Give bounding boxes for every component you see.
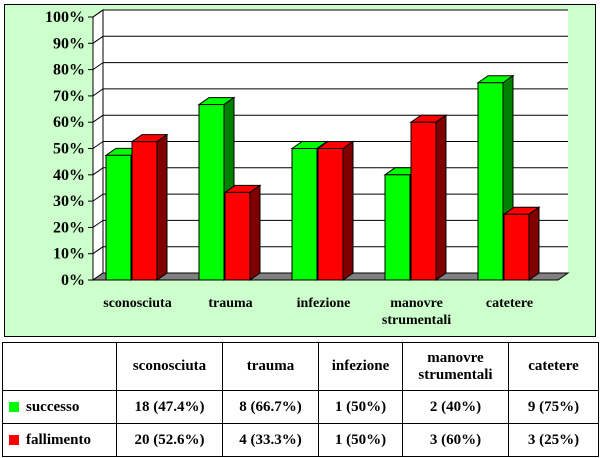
gridline-side [92,246,104,255]
table-corner-cell [2,342,117,391]
table-cell: 20 (52.6%) [116,423,223,457]
y-tick-label: 90% [53,35,85,52]
table-row: fallimento 20 (52.6%) 4 (33.3%) 1 (50%) 3 (6… [2,423,599,457]
bar-fallimento-2-side [342,140,354,281]
table-cell: 1 (50%) [318,423,403,457]
legend-swatch [9,401,19,412]
y-tick-label: 40% [53,167,85,184]
table-header-cell: trauma [222,342,319,391]
table-row: successo 18 (47.4%) 8 (66.7%) 1 (50%) 2 (40%… [2,390,599,424]
bar-fallimento-2 [317,148,344,281]
y-tick-label: 50% [53,141,85,158]
table-cell: 3 (25%) [508,423,599,457]
bar-fallimento-3-side [435,114,447,281]
gridline-side [92,88,104,97]
table-cell: 4 (33.3%) [222,423,319,457]
bar-fallimento-0 [131,141,158,281]
bar-successo-3 [384,174,411,281]
legend-swatch [9,434,19,445]
category-label: catetere [486,296,533,311]
gridline-side [92,167,104,176]
bar-fallimento-1 [224,191,251,281]
table-header-cell: manovre strumentali [402,342,509,391]
table-header-cell: catetere [508,342,599,391]
table-cell: 1 (50%) [318,390,403,424]
data-table: sconosciuta trauma infezione manovre strumen… [2,342,599,457]
legend-cell: fallimento [2,423,117,457]
y-tick-label: 30% [53,193,85,210]
bar-successo-0 [105,154,132,281]
bar-successo-1 [198,104,225,281]
legend-label: fallimento [26,431,91,448]
bar-fallimento-4-side [528,206,540,281]
table-cell: 18 (47.4%) [116,390,223,424]
category-label: trauma [208,296,252,311]
gridline-side [92,219,104,228]
table-cell: 2 (40%) [402,390,509,424]
gridline-side [92,62,104,71]
table-cell: 8 (66.7%) [222,390,319,424]
y-tick-label: 100% [45,9,85,26]
category-label: manovre strumentali [382,296,451,328]
gridline-side [92,193,104,202]
bar-fallimento-0-side [156,133,168,281]
bar-successo-4 [477,82,504,281]
chart-panel: 0% 10% 20% 30% 40% 50% 60% 70% 80% 90% 100% sconosc… [4,4,596,337]
gridline-side [92,9,104,18]
table-cell: 3 (60%) [402,423,509,457]
bar-fallimento-4 [503,213,530,281]
y-tick-label: 0% [61,272,85,289]
y-tick-label: 60% [53,114,85,131]
table-header-cell: sconosciuta [116,342,223,391]
gridline-side [92,35,104,44]
bar-fallimento-3 [410,121,437,281]
table-header-cell: infezione [318,342,403,391]
bar-successo-2 [291,148,318,281]
gridline-side [92,141,104,149]
y-tick-label: 20% [53,219,85,236]
category-label: infezione [297,296,351,311]
legend-label: successo [26,398,80,415]
bar-fallimento-1-side [249,184,261,281]
gridline-side [92,114,104,123]
table-header-row: sconosciuta trauma infezione manovre strumen… [2,342,599,391]
legend-cell: successo [2,390,117,424]
table-cell: 9 (75%) [508,390,599,424]
y-tick-label: 80% [53,62,85,79]
bar-chart: 0% 10% 20% 30% 40% 50% 60% 70% 80% 90% 100% sconosc… [45,9,570,328]
category-label: sconosciuta [103,296,171,311]
y-tick-label: 10% [53,246,85,263]
y-tick-label: 70% [53,88,85,105]
